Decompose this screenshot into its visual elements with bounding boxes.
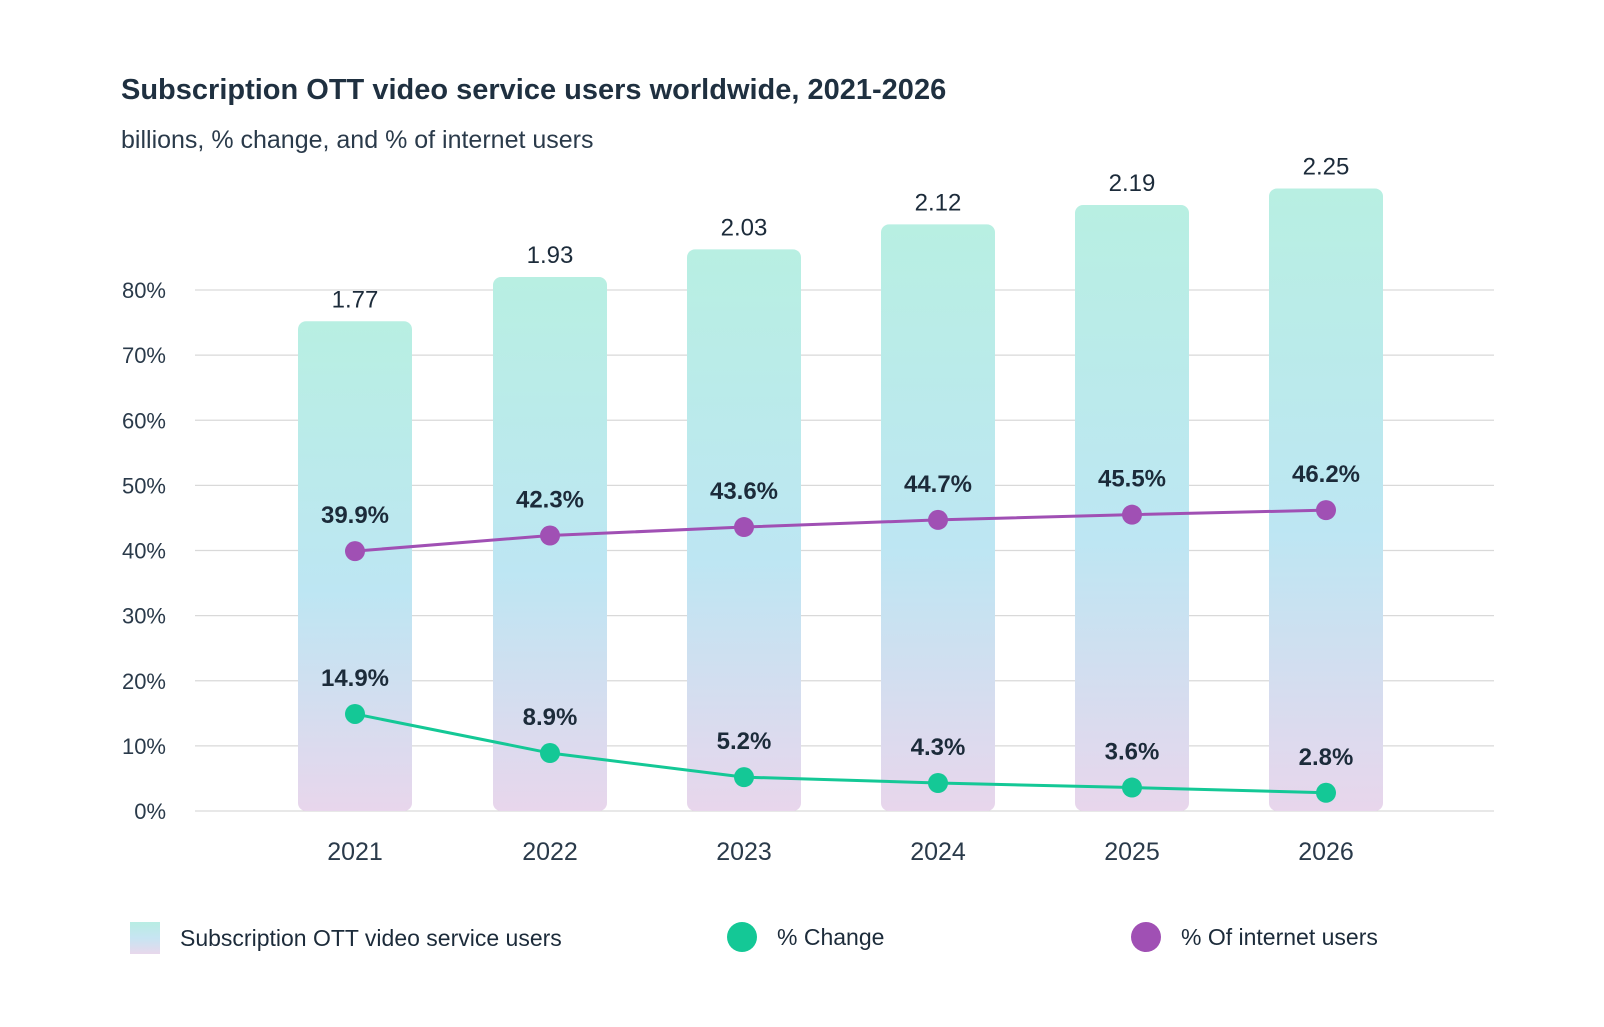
legend-item-internet: % Of internet users — [1131, 922, 1378, 952]
internet-share-label: 39.9% — [321, 502, 389, 529]
y-tick-label: 10% — [122, 734, 166, 759]
internet-share-point — [734, 517, 754, 538]
y-tick-label: 30% — [122, 604, 166, 629]
x-tick-label: 2021 — [327, 838, 383, 866]
legend-label-internet: % Of internet users — [1181, 923, 1378, 950]
y-tick-label: 50% — [122, 473, 166, 498]
legend-swatch-internet — [1131, 922, 1161, 952]
percent-change-label: 3.6% — [1105, 739, 1160, 766]
x-tick-label: 2025 — [1104, 838, 1160, 866]
percent-change-point — [345, 703, 365, 724]
legend-label-bars: Subscription OTT video service users — [180, 924, 562, 951]
chart-title: Subscription OTT video service users wor… — [121, 74, 947, 106]
internet-share-label: 46.2% — [1292, 461, 1360, 488]
y-tick-label: 20% — [122, 669, 166, 694]
percent-change-label: 2.8% — [1299, 744, 1354, 771]
bar-value-label: 2.19 — [1109, 170, 1156, 197]
chart-subtitle: billions, % change, and % of internet us… — [121, 126, 594, 154]
percent-change-point — [928, 772, 948, 793]
legend-swatch-bars — [130, 922, 160, 954]
x-tick-label: 2024 — [910, 838, 966, 866]
internet-share-label: 42.3% — [516, 487, 584, 514]
y-tick-label: 0% — [134, 799, 166, 824]
internet-share-label: 43.6% — [710, 478, 778, 505]
combo-chart: 0% 10% 20% 30% 40% 50% 60% 70% 80% 1.77 1.93 2.03 2… — [122, 153, 1494, 866]
y-tick-label: 80% — [122, 278, 166, 303]
internet-share-point — [928, 509, 948, 530]
percent-change-label: 4.3% — [911, 734, 966, 761]
legend-item-bars: Subscription OTT video service users — [130, 922, 562, 954]
internet-share-point — [1122, 504, 1142, 525]
y-tick-label: 40% — [122, 539, 166, 564]
internet-share-point — [345, 541, 365, 562]
percent-change-point — [1316, 782, 1336, 803]
bar-value-label: 1.77 — [332, 286, 379, 313]
percent-change-point — [1122, 777, 1142, 798]
percent-change-label: 14.9% — [321, 665, 389, 692]
internet-share-line — [354, 508, 1327, 553]
percent-change-line — [354, 712, 1327, 795]
bar — [1269, 188, 1383, 811]
bar-value-label: 2.25 — [1303, 153, 1350, 180]
bar-value-label: 1.93 — [527, 242, 574, 269]
legend-item-change: % Change — [727, 922, 884, 952]
legend-label-change: % Change — [777, 923, 885, 950]
bar-value-label: 2.03 — [721, 214, 768, 241]
internet-share-label: 45.5% — [1098, 466, 1166, 493]
internet-share-point — [1316, 500, 1336, 521]
legend-swatch-change — [727, 922, 757, 952]
x-tick-label: 2023 — [716, 838, 772, 866]
percent-change-point — [540, 743, 560, 764]
internet-share-point — [540, 525, 560, 546]
y-tick-label: 70% — [122, 343, 166, 368]
bar-value-label: 2.12 — [915, 189, 962, 216]
internet-share-label: 44.7% — [904, 471, 972, 498]
percent-change-label: 8.9% — [523, 704, 578, 731]
legend: Subscription OTT video service users % C… — [0, 922, 1604, 962]
y-tick-label: 60% — [122, 408, 166, 433]
x-tick-label: 2026 — [1298, 838, 1354, 866]
bar — [298, 321, 412, 811]
percent-change-label: 5.2% — [717, 728, 772, 755]
x-tick-label: 2022 — [522, 838, 578, 866]
percent-change-point — [734, 767, 754, 788]
